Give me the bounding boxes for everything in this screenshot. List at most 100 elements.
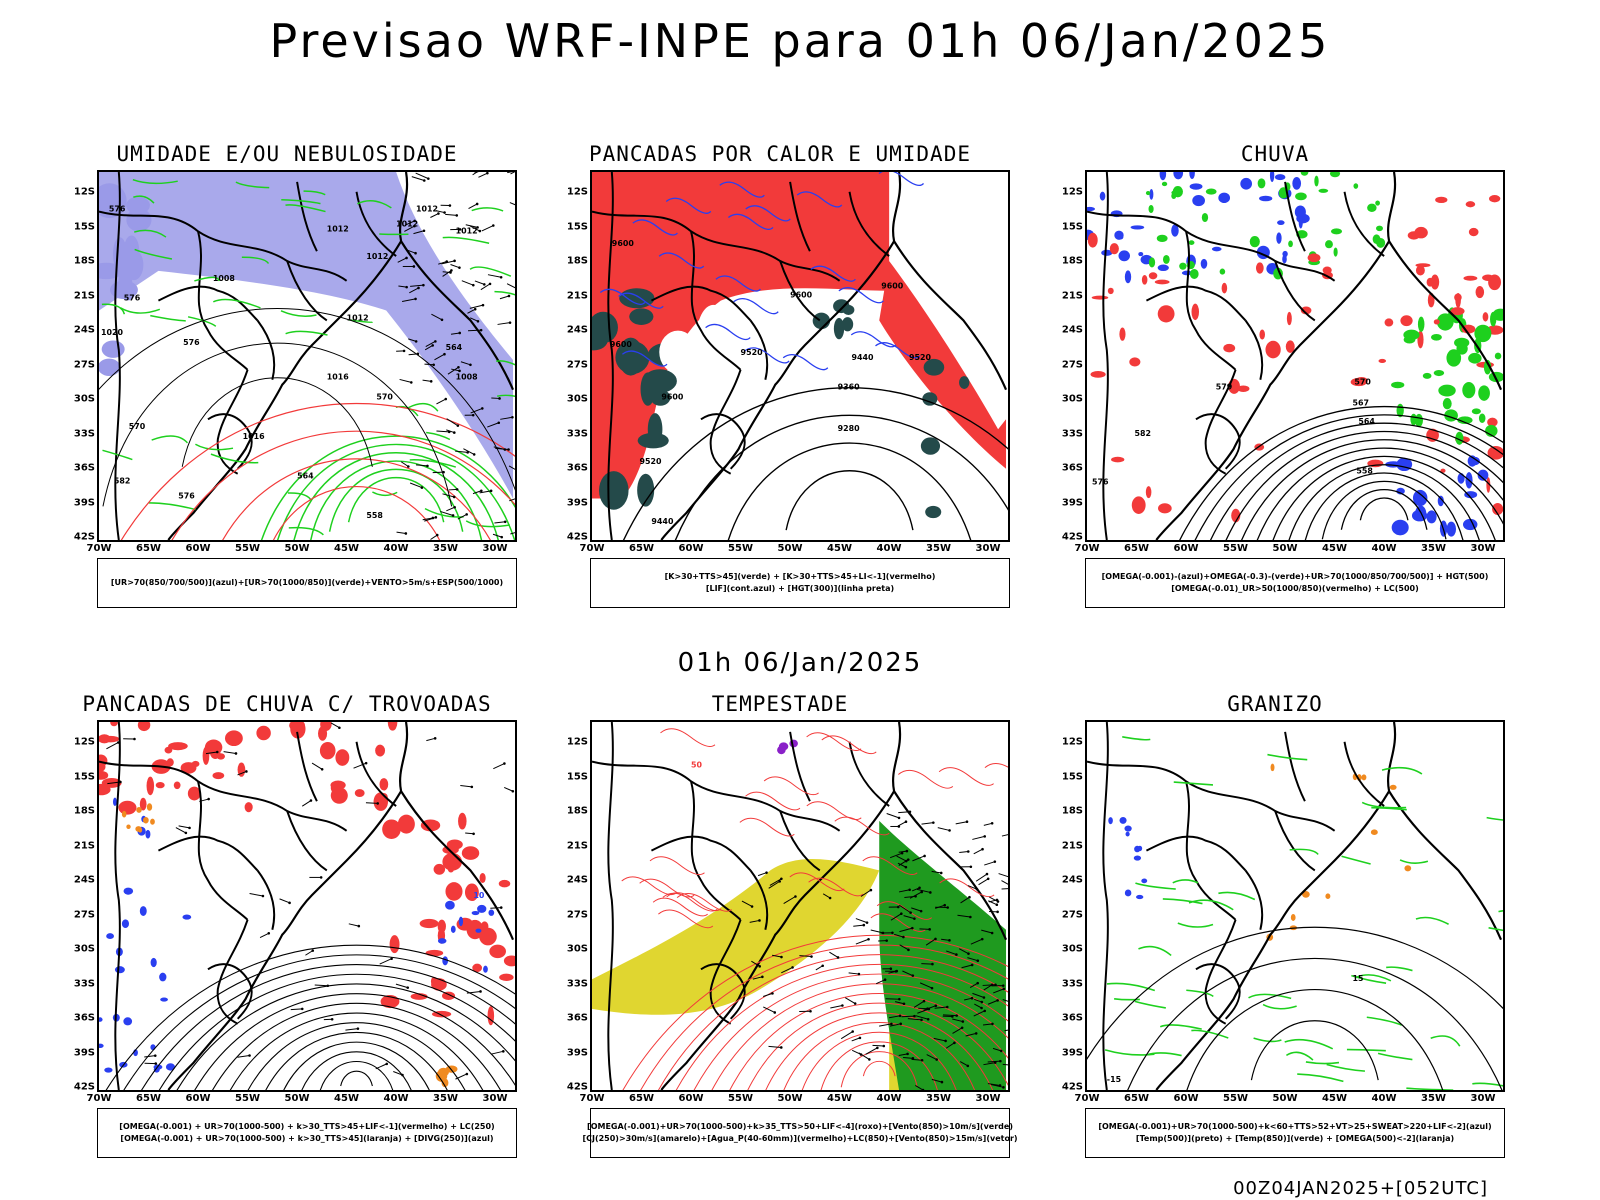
divergence-blue-patch xyxy=(483,965,488,973)
legend-line: [OMEGA(-0.001)+UR>70(1000-500)+k<60+TTS>… xyxy=(1098,1122,1492,1131)
border-path xyxy=(848,191,890,257)
wind-vector xyxy=(973,1010,985,1017)
latitude-tick-label: 30S xyxy=(73,943,95,955)
temp850-contour xyxy=(1297,1073,1344,1083)
streamline-arrow xyxy=(460,785,472,788)
rain-green-patch xyxy=(1376,225,1383,232)
border-path xyxy=(99,760,348,832)
unstable-dark-patch xyxy=(599,471,629,510)
wind-vector xyxy=(903,915,915,920)
wind-vector-head xyxy=(999,1049,1003,1053)
divergence-blue-patch xyxy=(104,1067,113,1073)
green-contour xyxy=(151,435,188,444)
wind-vector-head xyxy=(980,1000,984,1004)
green-contour xyxy=(469,266,512,277)
divergence-blue-patch xyxy=(123,1017,133,1026)
border-path xyxy=(607,722,614,1090)
wind-vector-head xyxy=(794,895,797,898)
divergence-blue-patch xyxy=(121,919,130,929)
unstable-dark-patch xyxy=(618,337,644,376)
wind-vector-head xyxy=(913,917,916,920)
longitude-tick-label: 55W xyxy=(728,543,753,554)
storm-red-patch xyxy=(187,786,201,801)
latitude-tick-label: 24S xyxy=(1061,324,1083,336)
wind-vector-head xyxy=(967,952,970,955)
green-contour xyxy=(132,179,178,185)
border-path xyxy=(1244,319,1264,380)
unstable-dark-patch xyxy=(841,317,854,332)
storm-orange-patch xyxy=(126,824,131,830)
wind-850-area xyxy=(879,820,1007,1090)
lif-contour xyxy=(727,213,774,230)
wind-vector-head xyxy=(761,975,764,979)
streamline-arrow xyxy=(504,786,514,792)
wind-vector-head xyxy=(435,533,439,537)
map-tempestade[interactable]: 50 xyxy=(590,720,1010,1092)
map-umidade[interactable]: 1012 1012 1012 1012 1012 1008 1012 1016 1016 1008… xyxy=(97,170,517,542)
wind-vector-head xyxy=(891,931,894,935)
map-trovoadas[interactable]: 10 xyxy=(97,720,517,1092)
rain-green-patch xyxy=(1162,254,1170,264)
wind-vector xyxy=(783,896,796,904)
map-pancadas-calor[interactable]: 9600 9600 9600 9600 9520 9440 9360 9280 9520 9440… xyxy=(590,170,1010,542)
border-path xyxy=(114,172,121,540)
wind-vector xyxy=(961,964,973,969)
border-path xyxy=(256,319,276,380)
unstable-dark-patch xyxy=(959,376,970,389)
latitude-tick-label: 15S xyxy=(73,221,95,232)
wind-vector-head xyxy=(990,983,994,987)
red-contour xyxy=(862,856,918,875)
wind-vector-head xyxy=(457,365,460,369)
rain-green-patch xyxy=(1468,352,1482,364)
wind-vector-head xyxy=(983,835,987,838)
wind-vector-head xyxy=(407,465,410,468)
wind-vector xyxy=(955,821,968,825)
border-path xyxy=(114,722,121,1090)
border-path xyxy=(848,741,890,807)
longitude-axis: 70W 65W 60W 55W 50W 45W 40W 35W 30W xyxy=(87,543,517,557)
divergence-blue-patch xyxy=(150,957,157,968)
red-contour xyxy=(676,893,732,912)
wind-vector xyxy=(923,1005,936,1011)
wind-vector xyxy=(987,999,998,1005)
unstable-dark-patch xyxy=(812,312,831,330)
rain-blue-patch xyxy=(1464,491,1478,499)
wind-vector-head xyxy=(499,275,503,279)
temp500-contour xyxy=(1250,1020,1379,1081)
storm-red-patch xyxy=(319,741,336,760)
rain-red-patch xyxy=(1191,303,1200,321)
map-chuva[interactable]: 570 567 564 558 579 582 576 xyxy=(1085,170,1505,542)
legend-box: [K>30+TTS>45](verde) + [K>30+TTS>45+LI<-… xyxy=(590,558,1010,608)
longitude-axis: 70W 65W 60W 55W 50W 45W 40W 35W 30W xyxy=(1075,1093,1505,1107)
green-contour xyxy=(150,314,186,322)
wind-vector-head xyxy=(414,251,417,255)
contour-label: 570 xyxy=(129,422,146,431)
wind-vector xyxy=(411,176,425,181)
hail-blue-patch xyxy=(1133,855,1142,861)
wind-vector-head xyxy=(778,880,781,883)
wind-vector-head xyxy=(980,1006,983,1010)
border-path xyxy=(1145,835,1247,872)
rain-red-patch xyxy=(1300,306,1312,315)
wind-vector xyxy=(990,1084,1004,1088)
contour-labels: 1012 1012 1012 1012 1012 1008 1012 1016 1016 1008… xyxy=(101,205,478,521)
wind-vector-head xyxy=(976,981,979,985)
wind-vector xyxy=(933,1037,946,1042)
unstable-dark-patch xyxy=(629,308,654,325)
wind-vector-head xyxy=(926,1007,929,1010)
wind-vector-head xyxy=(472,453,476,456)
streamline-arrow-head xyxy=(406,986,410,989)
precipitable-water-contour xyxy=(783,1022,975,1090)
wind-vector xyxy=(468,329,482,332)
temp850-contour xyxy=(1284,1038,1334,1050)
rain-red-patch xyxy=(1454,293,1462,302)
map-granizo[interactable]: -15 15 xyxy=(1085,720,1505,1092)
border-path xyxy=(1284,731,1306,802)
wind-vector xyxy=(903,1057,913,1059)
green-contour xyxy=(187,316,217,327)
longitude-tick-label: 35W xyxy=(1421,543,1446,554)
wind-vector xyxy=(781,966,793,974)
latitude-tick-label: 36S xyxy=(566,1012,588,1024)
wind-vector xyxy=(436,398,446,405)
wind-vector-head xyxy=(975,887,979,891)
